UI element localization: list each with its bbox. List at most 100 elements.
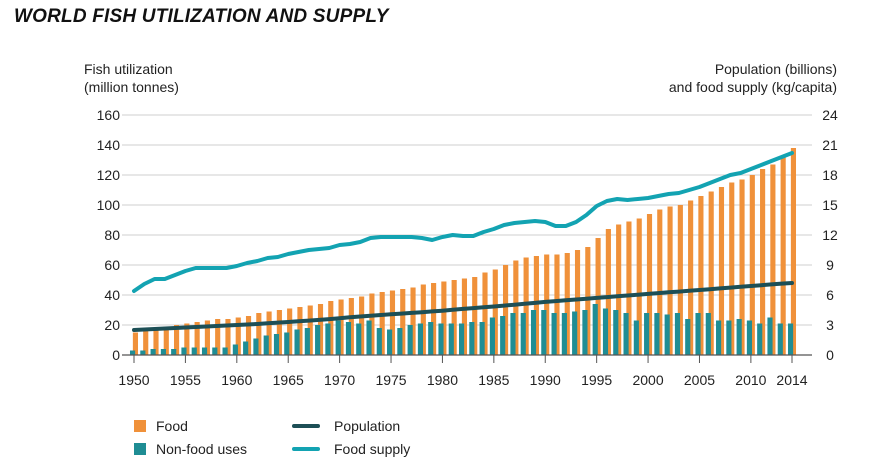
nonfood-bar: [407, 325, 413, 355]
nonfood-bar: [572, 311, 578, 355]
chart-title: WORLD FISH UTILIZATION AND SUPPLY: [14, 6, 389, 27]
food-bar: [235, 317, 241, 355]
nonfood-bar: [181, 347, 187, 355]
nonfood-bar: [366, 320, 372, 355]
nonfood-bar: [417, 323, 424, 355]
food-bar: [153, 328, 159, 355]
right-tick-label: 15: [822, 197, 838, 213]
left-tick-label: 0: [112, 347, 120, 363]
x-tick-label: 2000: [632, 372, 663, 388]
nonfood-bar: [263, 335, 269, 355]
nonfood-bar: [716, 320, 722, 355]
nonfood-bar: [335, 320, 341, 355]
left-tick-label: 80: [104, 227, 120, 243]
food-bar: [574, 250, 581, 355]
nonfood-bar: [623, 313, 629, 355]
food-bar: [739, 179, 745, 355]
food-bar: [132, 332, 139, 355]
legend-swatch-population: [292, 424, 320, 428]
x-tick-label: 2010: [735, 372, 766, 388]
food-bar: [708, 191, 714, 355]
food-bar: [790, 148, 797, 355]
legend-label-food-supply: Food supply: [334, 441, 411, 457]
nonfood-bar: [500, 316, 506, 355]
nonfood-bar: [592, 304, 598, 355]
nonfood-bar: [787, 323, 794, 355]
food-bar: [657, 209, 663, 355]
nonfood-bar: [140, 350, 146, 355]
nonfood-bar: [345, 322, 352, 355]
x-tick-label: 2005: [684, 372, 715, 388]
food-bar: [472, 277, 478, 355]
food-bar: [431, 283, 437, 355]
food-bar: [194, 322, 200, 355]
food-bar: [215, 319, 221, 355]
nonfood-bar: [469, 322, 475, 355]
food-bar: [348, 298, 354, 355]
legend-label-population: Population: [334, 418, 401, 434]
food-bar: [461, 278, 468, 355]
left-tick-label: 140: [97, 137, 121, 153]
food-bar: [533, 256, 539, 355]
nonfood-bar: [428, 322, 434, 355]
nonfood-bar: [602, 308, 609, 355]
food-bar: [729, 182, 735, 355]
food-bar: [225, 319, 231, 355]
food-bar: [266, 311, 272, 355]
nonfood-bar: [479, 322, 485, 355]
x-tick-label: 1960: [221, 372, 252, 388]
food-bar: [698, 196, 704, 355]
x-tick-label: 1980: [427, 372, 458, 388]
nonfood-bar: [561, 313, 567, 355]
nonfood-bar: [520, 313, 526, 355]
legend-swatch-food-supply: [292, 447, 320, 451]
food-bar: [338, 299, 344, 355]
nonfood-bar: [695, 313, 701, 355]
food-bar: [256, 313, 262, 355]
food-bar: [287, 308, 293, 355]
food-bar: [317, 304, 324, 355]
food-bar: [544, 254, 550, 355]
right-tick-label: 3: [826, 317, 834, 333]
food-bar: [636, 218, 642, 355]
left-tick-label: 100: [97, 197, 121, 213]
nonfood-bar: [438, 323, 444, 355]
nonfood-bar: [129, 350, 136, 355]
food-bar: [245, 316, 252, 355]
food-bar: [451, 280, 457, 355]
nonfood-bar: [613, 310, 619, 355]
x-tick-label: 1975: [375, 372, 406, 388]
nonfood-bar: [767, 317, 773, 355]
nonfood-bar: [243, 341, 249, 355]
nonfood-bar: [160, 349, 166, 355]
food-bar: [482, 272, 488, 355]
nonfood-bar: [304, 328, 310, 355]
legend-label-nonfood: Non-food uses: [156, 441, 248, 457]
food-bar: [389, 290, 396, 355]
food-bar: [677, 205, 683, 355]
left-tick-label: 40: [104, 287, 120, 303]
nonfood-bar: [633, 320, 639, 355]
nonfood-bar: [191, 347, 197, 355]
nonfood-bar: [201, 347, 208, 355]
nonfood-bar: [664, 314, 670, 355]
nonfood-bar: [530, 310, 537, 355]
nonfood-bar: [315, 325, 321, 355]
food-bar: [605, 229, 611, 355]
bar-layer: [129, 148, 797, 355]
left-tick-label: 160: [97, 107, 121, 123]
x-tick-label: 1970: [324, 372, 355, 388]
right-tick-label: 9: [826, 257, 834, 273]
legend-swatch-food: [134, 420, 146, 432]
nonfood-bar: [273, 334, 280, 355]
food-bar: [379, 292, 385, 355]
nonfood-bar: [284, 332, 290, 355]
x-tick-label: 1995: [581, 372, 612, 388]
food-bar: [492, 269, 498, 355]
food-bar: [554, 254, 560, 355]
food-bar: [276, 310, 282, 355]
nonfood-bar: [171, 349, 177, 355]
nonfood-bar: [510, 313, 516, 355]
nonfood-bar: [541, 310, 547, 355]
food-bar: [780, 155, 786, 355]
